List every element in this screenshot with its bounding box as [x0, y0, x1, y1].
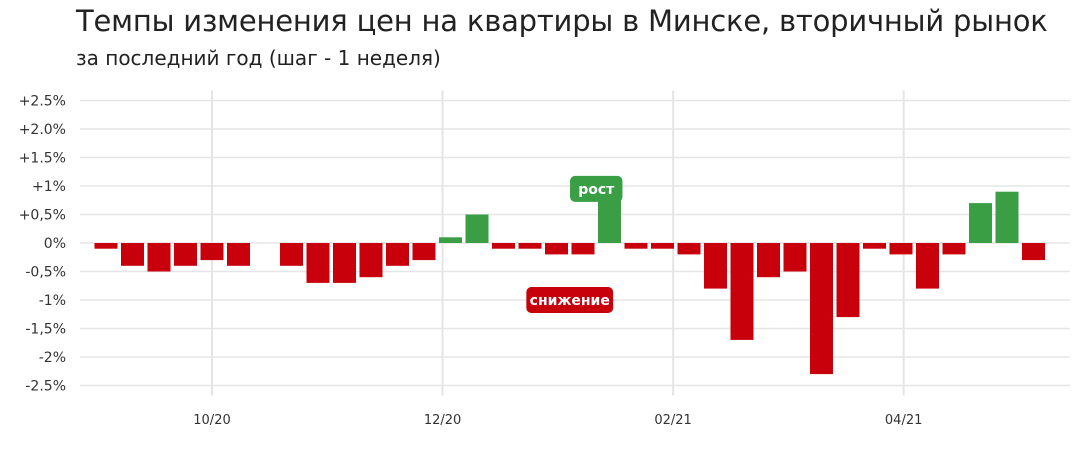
bar — [333, 243, 356, 283]
y-tick-label: +2.0% — [19, 122, 66, 138]
bar — [969, 203, 992, 243]
y-tick-label: +0,5% — [19, 208, 66, 224]
bar — [571, 243, 595, 255]
bar — [174, 243, 197, 266]
bar — [995, 191, 1019, 243]
annotation-background — [526, 287, 614, 313]
bar — [439, 237, 462, 243]
bar — [386, 243, 409, 266]
y-tick-label: +2.5% — [19, 94, 66, 110]
chart-title: Темпы изменения цен на квартиры в Минске… — [76, 4, 1048, 38]
bar — [492, 243, 515, 249]
annotation-label: снижение — [526, 287, 614, 313]
bar — [730, 243, 754, 340]
y-tick-label: -0,5% — [25, 265, 66, 281]
x-tick-label: 10/20 — [193, 413, 230, 428]
bar — [412, 243, 436, 261]
y-tick-label: -1% — [39, 293, 66, 309]
bar — [810, 243, 833, 375]
bar — [227, 243, 250, 266]
bar — [465, 214, 489, 243]
bar — [757, 243, 780, 278]
bar — [359, 243, 383, 278]
bar — [942, 243, 966, 255]
y-tick-label: 0% — [44, 236, 66, 252]
bar — [94, 243, 118, 249]
annotation-text: рост — [578, 182, 615, 198]
y-tick-label: +1% — [32, 179, 66, 195]
bar — [200, 243, 224, 261]
y-tick-label: -2.5% — [25, 379, 66, 395]
annotation-text: снижение — [530, 293, 610, 309]
bar — [306, 243, 330, 283]
bar — [147, 243, 171, 272]
y-tick-label: -2% — [39, 350, 66, 366]
annotation-label: рост — [570, 175, 623, 202]
bar — [598, 197, 621, 243]
x-tick-label: 12/20 — [424, 413, 461, 428]
bar — [889, 243, 913, 255]
y-tick-label: +1.5% — [19, 151, 66, 167]
bar — [545, 243, 568, 255]
annotation-background — [570, 175, 623, 202]
bar — [863, 243, 886, 249]
bar — [624, 243, 648, 249]
bar — [783, 243, 807, 272]
bar — [651, 243, 674, 249]
bar — [518, 243, 542, 249]
y-tick-label: -1,5% — [25, 322, 66, 338]
bar — [836, 243, 860, 318]
bar — [704, 243, 727, 289]
x-tick-label: 04/21 — [885, 413, 922, 428]
bar — [121, 243, 144, 266]
bar — [677, 243, 701, 255]
chart-subtitle: за последний год (шаг - 1 неделя) — [76, 46, 441, 70]
bar — [280, 243, 303, 266]
bar — [916, 243, 939, 289]
bar — [1022, 243, 1045, 261]
x-tick-label: 02/21 — [654, 413, 691, 428]
